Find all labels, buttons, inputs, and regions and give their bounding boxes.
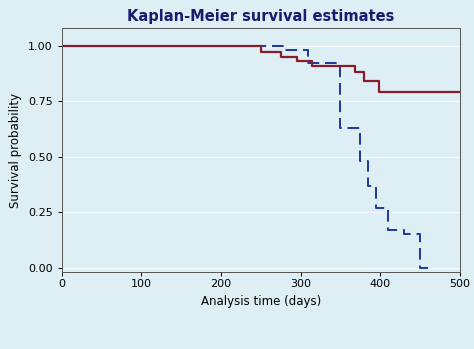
Y-axis label: Survival probability: Survival probability: [9, 92, 22, 208]
Title: Kaplan-Meier survival estimates: Kaplan-Meier survival estimates: [127, 9, 394, 24]
X-axis label: Analysis time (days): Analysis time (days): [201, 295, 321, 308]
